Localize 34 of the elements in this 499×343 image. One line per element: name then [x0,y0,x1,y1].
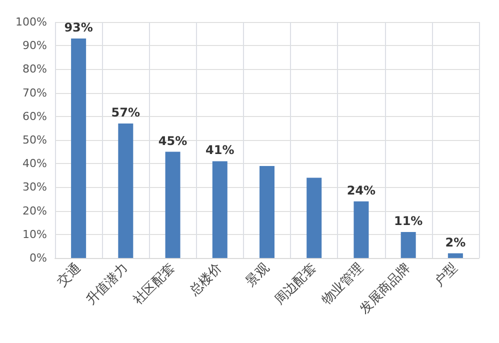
y-tick-label: 10% [22,228,47,241]
data-label: 11% [394,214,423,228]
y-tick-label: 100% [16,16,47,28]
bar [306,178,322,258]
data-label: 41% [206,143,234,158]
data-label: 2% [445,235,466,250]
bar [260,166,274,258]
bar [71,38,86,258]
data-label: 45% [158,134,188,148]
bar [212,161,228,258]
data-label: 57% [111,105,140,120]
x-tick-label: 周边配套 [272,260,320,308]
x-tick-label: 升值潜力 [84,260,131,308]
data-label: 24% [346,183,376,198]
x-tick-label: 户型 [432,260,461,290]
bar [448,253,463,258]
y-tick-label: 0% [30,252,47,264]
bar [400,232,416,258]
y-tick-label: 50% [22,134,47,146]
x-tick-label: 总楼价 [186,260,226,300]
bar [354,201,369,258]
y-tick-label: 80% [22,62,47,76]
bar [165,152,180,258]
x-tick-label: 社区配套 [130,260,178,308]
y-tick-label: 90% [22,39,47,52]
y-tick-label: 70% [22,86,47,100]
y-tick-label: 40% [22,157,47,170]
y-tick-label: 60% [22,110,47,123]
bar [118,123,134,258]
y-tick-label: 20% [22,204,47,218]
y-tick-label: 30% [22,180,47,194]
data-label: 93% [64,20,93,35]
x-tick-label: 景观 [243,260,272,290]
x-tick-label: 交通 [54,260,84,290]
